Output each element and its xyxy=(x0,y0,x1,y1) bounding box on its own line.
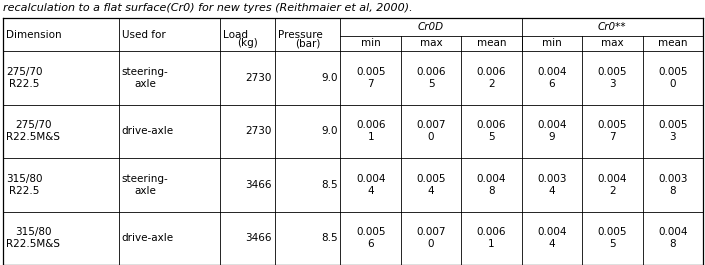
Text: Load: Load xyxy=(223,29,247,39)
Text: 2730: 2730 xyxy=(245,73,272,83)
Text: 0.005
6: 0.005 6 xyxy=(356,227,386,249)
Text: 8.5: 8.5 xyxy=(321,233,338,243)
Text: Used for: Used for xyxy=(122,29,166,39)
Text: max: max xyxy=(601,38,624,48)
Text: 0.004
4: 0.004 4 xyxy=(356,174,386,196)
Text: 9.0: 9.0 xyxy=(321,126,338,136)
Text: (bar): (bar) xyxy=(295,38,320,48)
Text: 0.005
7: 0.005 7 xyxy=(356,67,386,89)
Text: steering-
axle: steering- axle xyxy=(122,174,168,196)
Text: 0.004
9: 0.004 9 xyxy=(537,121,567,142)
Text: mean: mean xyxy=(658,38,687,48)
Text: 0.005
3: 0.005 3 xyxy=(598,67,627,89)
Text: 0.006
1: 0.006 1 xyxy=(356,121,386,142)
Text: mean: mean xyxy=(477,38,506,48)
Text: (kg): (kg) xyxy=(237,38,257,48)
Text: 0.005
5: 0.005 5 xyxy=(598,227,627,249)
Text: 0.006
1: 0.006 1 xyxy=(477,227,506,249)
Text: 8.5: 8.5 xyxy=(321,180,338,190)
Text: 0.004
6: 0.004 6 xyxy=(537,67,567,89)
Text: 2730: 2730 xyxy=(245,126,272,136)
Text: 315/80
R22.5M&S: 315/80 R22.5M&S xyxy=(6,227,60,249)
Text: steering-
axle: steering- axle xyxy=(122,67,168,89)
Text: 0.005
0: 0.005 0 xyxy=(658,67,687,89)
Text: 275/70
R22.5: 275/70 R22.5 xyxy=(6,67,42,89)
Text: 0.003
4: 0.003 4 xyxy=(537,174,567,196)
Text: 3466: 3466 xyxy=(245,180,272,190)
Text: Pressure: Pressure xyxy=(278,29,323,39)
Text: 0.004
4: 0.004 4 xyxy=(537,227,567,249)
Text: min: min xyxy=(542,38,562,48)
Text: 0.006
5: 0.006 5 xyxy=(477,121,506,142)
Text: 3466: 3466 xyxy=(245,233,272,243)
Text: Cr0**: Cr0** xyxy=(598,22,627,32)
Text: recalculation to a flat surface(Cr0) for new tyres (Reithmaier et al, 2000).: recalculation to a flat surface(Cr0) for… xyxy=(3,3,412,13)
Text: 0.005
3: 0.005 3 xyxy=(658,121,687,142)
Text: drive-axle: drive-axle xyxy=(122,233,174,243)
Text: 0.007
0: 0.007 0 xyxy=(417,227,446,249)
Text: Dimension: Dimension xyxy=(6,29,61,39)
Text: 9.0: 9.0 xyxy=(321,73,338,83)
Text: 0.006
2: 0.006 2 xyxy=(477,67,506,89)
Text: Cr0D: Cr0D xyxy=(418,22,444,32)
Text: min: min xyxy=(361,38,381,48)
Text: 0.004
8: 0.004 8 xyxy=(658,227,687,249)
Text: 0.005
7: 0.005 7 xyxy=(598,121,627,142)
Text: 0.007
0: 0.007 0 xyxy=(417,121,446,142)
Text: 0.006
5: 0.006 5 xyxy=(417,67,446,89)
Text: 0.005
4: 0.005 4 xyxy=(417,174,446,196)
Text: 0.004
2: 0.004 2 xyxy=(598,174,627,196)
Text: 0.003
8: 0.003 8 xyxy=(658,174,687,196)
Text: 275/70
R22.5M&S: 275/70 R22.5M&S xyxy=(6,121,60,142)
Text: 0.004
8: 0.004 8 xyxy=(477,174,506,196)
Text: max: max xyxy=(419,38,442,48)
Text: 315/80
R22.5: 315/80 R22.5 xyxy=(6,174,42,196)
Text: drive-axle: drive-axle xyxy=(122,126,174,136)
